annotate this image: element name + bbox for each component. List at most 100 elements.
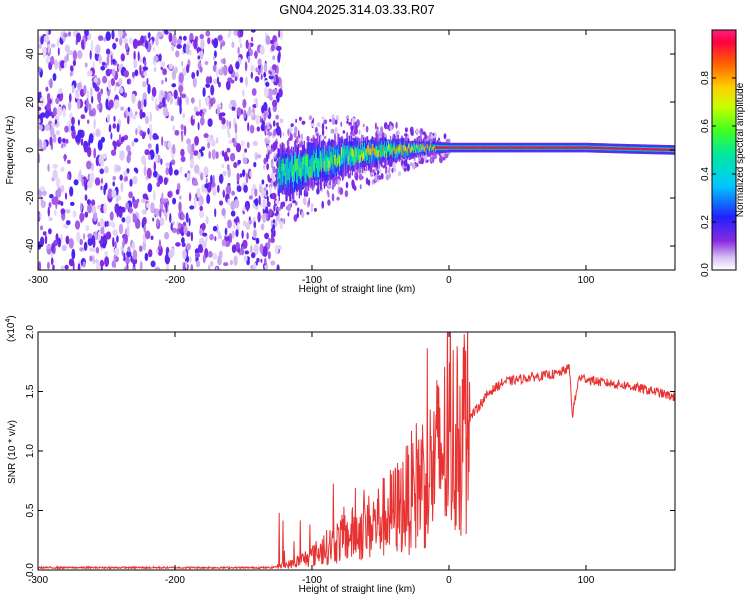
- heatmap-noise-cell: [84, 30, 89, 37]
- heatmap-noise-cell: [250, 244, 253, 255]
- heatmap-signal-cell: [427, 144, 429, 149]
- heatmap-signal-cell: [650, 148, 653, 151]
- heatmap-noise-cell: [64, 192, 68, 200]
- heatmap-signal-cell: [388, 143, 390, 150]
- svg-text:(x104): (x104): [5, 315, 17, 342]
- heatmap-noise-cell: [273, 229, 276, 238]
- heatmap-noise-cell: [87, 70, 93, 77]
- heatmap-signal-cell: [432, 147, 434, 151]
- heatmap-signal-cell: [421, 145, 423, 150]
- heatmap-noise-cell: [93, 247, 96, 253]
- heatmap-signal-cell: [498, 146, 500, 149]
- heatmap-noise-cell: [231, 230, 235, 239]
- heatmap-signal-cell: [401, 149, 403, 156]
- heatmap-signal-cell: [630, 147, 632, 151]
- heatmap-noise-cell: [126, 78, 130, 85]
- heatmap-noise-cell: [176, 44, 182, 49]
- heatmap-noise-cell: [234, 76, 238, 82]
- heatmap-signal-cell: [527, 146, 529, 149]
- heatmap-noise-cell: [88, 110, 95, 117]
- heatmap-halo-cell: [367, 179, 371, 187]
- heatmap-signal-cell: [440, 146, 442, 149]
- heatmap-noise-cell: [273, 204, 276, 212]
- heatmap-signal-cell: [579, 146, 582, 149]
- heatmap-noise-cell: [146, 202, 150, 208]
- heatmap-noise-cell: [39, 212, 42, 219]
- heatmap-halo-cell: [329, 118, 332, 123]
- heatmap-noise-cell: [196, 69, 199, 77]
- heatmap-noise-cell: [105, 48, 111, 55]
- heatmap-noise-cell: [190, 158, 194, 168]
- snr-ytick-label: 1.5: [25, 384, 36, 398]
- heatmap-noise-cell: [258, 195, 261, 206]
- heatmap-signal-cell: [407, 146, 409, 152]
- heatmap-signal-cell: [316, 156, 318, 168]
- heatmap-signal-cell: [308, 155, 310, 175]
- heatmap-noise-cell: [213, 55, 216, 61]
- heatmap-signal-cell: [494, 146, 496, 149]
- heatmap-noise-cell: [199, 33, 204, 40]
- heatmap-signal-cell: [651, 148, 653, 151]
- heatmap-signal-cell: [329, 157, 331, 168]
- heatmap-noise-cell: [210, 84, 215, 96]
- heatmap-noise-cell: [199, 66, 203, 73]
- heatmap-noise-cell: [98, 154, 104, 165]
- heatmap-halo-cell: [330, 128, 335, 134]
- heatmap-noise-cell: [56, 38, 60, 48]
- heatmap-halo-cell: [274, 141, 278, 145]
- heatmap-signal-cell: [656, 148, 658, 151]
- heatmap-signal-cell: [318, 158, 320, 170]
- heatmap-signal-cell: [389, 141, 392, 153]
- heatmap-signal-cell: [401, 144, 403, 155]
- heatmap-noise-cell: [86, 89, 90, 100]
- heatmap-noise-cell: [269, 185, 272, 194]
- heatmap-noise-cell: [261, 179, 265, 185]
- heatmap-signal-cell: [593, 146, 595, 149]
- heatmap-noise-cell: [178, 96, 182, 108]
- heatmap-noise-cell: [193, 38, 198, 50]
- heatmap-signal-cell: [568, 146, 570, 149]
- heatmap-noise-cell: [113, 115, 116, 122]
- heatmap-signal-cell: [292, 170, 294, 183]
- heatmap-signal-cell: [618, 147, 620, 150]
- heatmap-noise-cell: [38, 106, 42, 111]
- heatmap-noise-cell: [263, 157, 267, 165]
- heatmap-signal-cell: [285, 172, 287, 185]
- heatmap-halo-cell: [409, 162, 413, 167]
- heatmap-noise-cell: [269, 95, 273, 101]
- heatmap-noise-cell: [108, 124, 112, 133]
- heatmap-noise-cell: [268, 75, 274, 80]
- heatmap-noise-cell: [132, 38, 138, 49]
- heatmap-noise-cell: [87, 237, 93, 247]
- heatmap-noise-cell: [271, 192, 277, 200]
- heatmap-noise-cell: [229, 30, 232, 36]
- heatmap-signal-cell: [508, 146, 511, 149]
- heatmap-noise-cell: [209, 260, 214, 267]
- heatmap-noise-cell: [239, 30, 244, 38]
- heatmap-noise-cell: [215, 67, 219, 77]
- heatmap-signal-cell: [474, 146, 476, 149]
- heatmap-noise-cell: [235, 133, 238, 141]
- heatmap-noise-cell: [197, 151, 201, 160]
- heatmap-noise-cell: [50, 122, 56, 128]
- heatmap-signal-cell: [533, 146, 536, 149]
- heatmap-signal-cell: [342, 148, 345, 159]
- heatmap-signal-cell: [289, 169, 291, 181]
- heatmap-signal-cell: [655, 148, 657, 151]
- heatmap-noise-cell: [279, 118, 284, 124]
- heatmap-signal-cell: [565, 146, 567, 149]
- heatmap-signal-cell: [479, 146, 481, 149]
- colorbar-tick-label: 0.0: [700, 263, 711, 277]
- heatmap-noise-cell: [68, 258, 75, 267]
- heatmap-halo-cell: [270, 219, 273, 228]
- heatmap-signal-cell: [475, 146, 477, 149]
- heatmap-noise-cell: [186, 173, 191, 182]
- heatmap-signal-cell: [499, 146, 501, 149]
- heatmap-signal-cell: [661, 148, 663, 151]
- heatmap-halo-cell: [316, 187, 320, 195]
- heatmap-signal-cell: [428, 144, 430, 148]
- heatmap-halo-cell: [300, 140, 303, 147]
- heatmap-noise-cell: [217, 231, 221, 240]
- snr-series-line: [38, 332, 675, 570]
- heatmap-halo-cell: [406, 163, 411, 172]
